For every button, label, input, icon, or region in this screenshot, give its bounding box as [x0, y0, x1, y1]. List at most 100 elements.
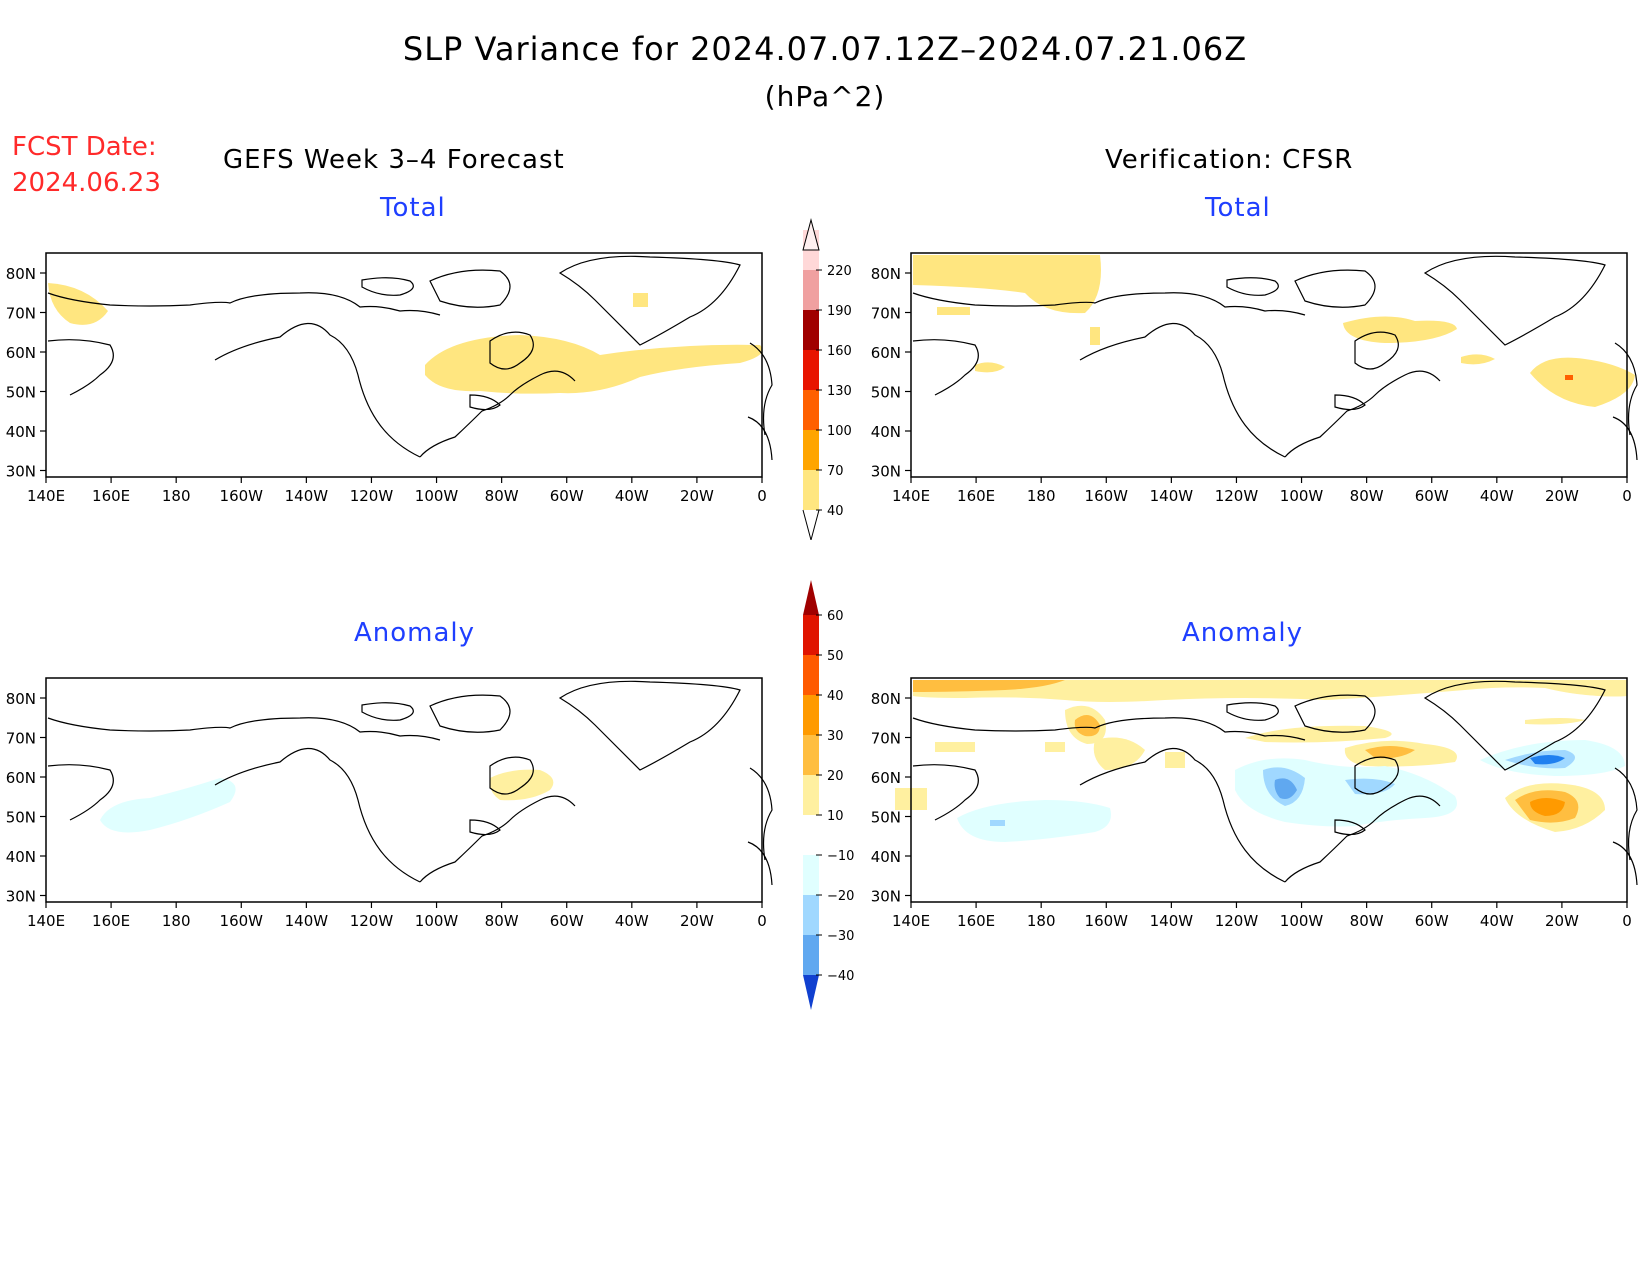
anomaly-colorbar-label: −30 [827, 929, 854, 944]
forecast-total-lon-labels: 140E 160E 180 160W 140W 120W 100W 80W 60W 40W 20W 0 [27, 477, 767, 505]
lat-tick-label: 40N [6, 423, 36, 441]
lat-tick-label: 60N [871, 769, 901, 787]
lon-tick-label: 160E [957, 487, 995, 505]
lon-tick-label: 60W [550, 487, 584, 505]
total-colorbar-label: 190 [827, 304, 852, 319]
lat-tick-label: 50N [871, 809, 901, 827]
total-colorbar-label: 100 [827, 424, 852, 439]
forecast-anomaly-lat-labels: 80N 70N 60N 50N 40N 30N [6, 690, 46, 906]
lat-tick-label: 30N [6, 888, 36, 906]
lon-tick-label: 60W [1415, 487, 1449, 505]
verification-header: Verification: CFSR [1105, 145, 1354, 175]
forecast-anomaly-shading [100, 769, 554, 833]
lat-tick-label: 80N [871, 265, 901, 283]
anomaly-colorbar-top-arrow [803, 580, 819, 615]
fcst-date-value: 2024.06.23 [12, 168, 161, 198]
forecast-total-map: 80N 70N 60N 50N 40N 30N 140E 160E 180 160W 140W 12… [6, 252, 773, 505]
lon-tick-label: 60W [550, 912, 584, 930]
lat-tick-label: 40N [6, 848, 36, 866]
verification-total-frame [910, 252, 1628, 478]
lon-tick-label: 140W [1150, 912, 1194, 930]
forecast-anomaly-map: 80N 70N 60N 50N 40N 30N 140E 160E 180 160W 140W 12… [6, 677, 773, 930]
lon-tick-label: 140E [892, 487, 930, 505]
verification-total-coastlines [912, 255, 1638, 461]
lon-tick-label: 80W [1350, 912, 1384, 930]
total-colorbar-label: 160 [827, 344, 852, 359]
anomaly-colorbar-segment [803, 855, 819, 895]
lon-tick-label: 160W [1085, 912, 1129, 930]
lon-tick-label: 80W [485, 487, 519, 505]
total-colorbar-segment [803, 350, 819, 390]
total-colorbar-segment [803, 310, 819, 350]
forecast-header: GEFS Week 3–4 Forecast [223, 145, 565, 175]
lat-tick-label: 70N [871, 305, 901, 323]
lon-tick-label: 140E [892, 912, 930, 930]
forecast-anomaly-coastlines [47, 680, 773, 886]
lon-tick-label: 40W [1480, 912, 1514, 930]
lon-tick-label: 160W [220, 487, 264, 505]
lon-tick-label: 60W [1415, 912, 1449, 930]
verification-anomaly-coastlines [912, 680, 1638, 886]
lat-tick-label: 70N [6, 305, 36, 323]
anomaly-colorbar: 60 50 40 30 20 10 −10 −20 −30 −40 [803, 580, 854, 1010]
lon-tick-label: 20W [1545, 487, 1579, 505]
anomaly-colorbar-label: 60 [827, 609, 844, 624]
lat-tick-label: 80N [6, 265, 36, 283]
lon-tick-label: 160W [1085, 487, 1129, 505]
lon-tick-label: 0 [757, 487, 767, 505]
lat-tick-label: 30N [871, 463, 901, 481]
anomaly-colorbar-bottom-arrow [803, 975, 819, 1010]
lat-tick-label: 30N [6, 463, 36, 481]
figure-units: (hPa^2) [764, 80, 886, 113]
lon-tick-label: 180 [1027, 912, 1056, 930]
verification-total-lon-labels: 140E 160E 180 160W 140W 120W 100W 80W 60W 40W 20W 0 [892, 477, 1632, 505]
lon-tick-label: 120W [1215, 912, 1259, 930]
lat-tick-label: 40N [871, 423, 901, 441]
anomaly-colorbar-segment [803, 815, 819, 855]
forecast-anomaly-label: Anomaly [354, 618, 476, 648]
anomaly-colorbar-label: −40 [827, 969, 854, 984]
verification-total-label: Total [1205, 193, 1271, 223]
lon-tick-label: 140W [285, 912, 329, 930]
lon-tick-label: 80W [1350, 487, 1384, 505]
anomaly-colorbar-label: −10 [827, 849, 854, 864]
total-colorbar-segment [803, 430, 819, 470]
lon-tick-label: 180 [1027, 487, 1056, 505]
lon-tick-label: 160E [92, 487, 130, 505]
anomaly-colorbar-segment [803, 895, 819, 935]
lat-tick-label: 70N [6, 730, 36, 748]
anomaly-colorbar-segment [803, 935, 819, 975]
figure-title: SLP Variance for 2024.07.07.12Z–2024.07.… [402, 30, 1248, 68]
total-colorbar: 40 70 100 130 160 190 220 [802, 218, 852, 540]
anomaly-colorbar-label: −20 [827, 889, 854, 904]
lon-tick-label: 120W [350, 487, 394, 505]
lon-tick-label: 20W [680, 487, 714, 505]
lon-tick-label: 20W [680, 912, 714, 930]
lon-tick-label: 120W [350, 912, 394, 930]
total-colorbar-segment [803, 270, 819, 310]
lon-tick-label: 40W [615, 912, 649, 930]
lat-tick-label: 50N [6, 809, 36, 827]
anomaly-colorbar-segment [803, 735, 819, 775]
lon-tick-label: 140W [285, 487, 329, 505]
lat-tick-label: 80N [871, 690, 901, 708]
lon-tick-label: 100W [1280, 487, 1324, 505]
forecast-total-coastlines [47, 255, 773, 461]
total-colorbar-segments: 40 70 100 130 160 190 220 [802, 218, 852, 540]
anomaly-colorbar-segment [803, 775, 819, 815]
lat-tick-label: 50N [871, 384, 901, 402]
lon-tick-label: 160E [92, 912, 130, 930]
verification-total-shading [913, 255, 1635, 407]
anomaly-colorbar-label: 20 [827, 769, 844, 784]
verification-anomaly-map: 80N 70N 60N 50N 40N 30N 140E 160E 180 160W 140W 12… [871, 677, 1638, 930]
forecast-total-label: Total [380, 193, 446, 223]
lon-tick-label: 180 [162, 912, 191, 930]
forecast-anomaly-lon-labels: 140E 160E 180 160W 140W 120W 100W 80W 60W 40W 20W 0 [27, 902, 767, 930]
lon-tick-label: 0 [1622, 487, 1632, 505]
anomaly-colorbar-label: 30 [827, 729, 844, 744]
lon-tick-label: 80W [485, 912, 519, 930]
lon-tick-label: 100W [415, 912, 459, 930]
verification-anomaly-label: Anomaly [1182, 618, 1304, 648]
anomaly-colorbar-label: 50 [827, 649, 844, 664]
lon-tick-label: 100W [415, 487, 459, 505]
